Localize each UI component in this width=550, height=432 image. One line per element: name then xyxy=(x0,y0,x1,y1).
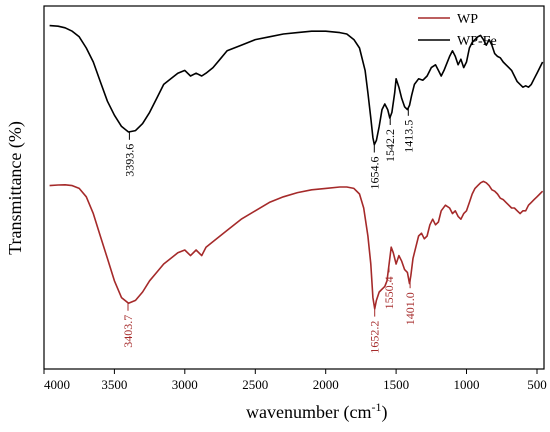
legend-label-wp-fe: WP-Fe xyxy=(457,34,497,49)
series-layer xyxy=(49,24,544,310)
x-tick-label-1500: 1500 xyxy=(383,377,409,392)
x-tick-label-2500: 2500 xyxy=(242,377,268,392)
peak-label-1401-0: 1401.0 xyxy=(403,292,417,325)
series-line-wp xyxy=(49,180,544,310)
x-tick-label-2000: 2000 xyxy=(313,377,339,392)
peak-label-1652-2: 1652.2 xyxy=(368,321,382,354)
x-tick-label-3500: 3500 xyxy=(101,377,127,392)
peak-label-1550-4: 1550.4 xyxy=(382,276,396,309)
peak-label-3393-6: 3393.6 xyxy=(122,144,136,177)
legend-label-wp: WP xyxy=(457,12,478,27)
peak-label-1413-5: 1413.5 xyxy=(401,120,415,153)
series-line-wp-fe xyxy=(49,24,544,146)
x-axis-label-close: ) xyxy=(381,402,387,423)
x-tick-label-1000: 1000 xyxy=(454,377,480,392)
x-tick-label-4000: 4000 xyxy=(44,377,70,392)
plot-frame xyxy=(43,5,545,370)
x-axis-label-sup: -1 xyxy=(371,400,381,414)
peak-label-3403-7: 3403.7 xyxy=(121,315,135,348)
x-tick-label-500: 500 xyxy=(527,377,547,392)
x-axis-ticks: 4000 3500 3000 2500 2000 1500 1000 500 xyxy=(43,369,547,392)
peak-label-1654-6: 1654.6 xyxy=(367,157,381,190)
x-tick-label-3000: 3000 xyxy=(172,377,198,392)
x-axis-label: wavenumber (cm-1) xyxy=(246,400,387,423)
x-axis-label-text: wavenumber (cm xyxy=(246,402,371,423)
peak-label-1542-2: 1542.2 xyxy=(383,129,397,162)
legend: WP WP-Fe xyxy=(418,12,497,49)
y-axis-label: Transmittance (%) xyxy=(5,121,26,255)
